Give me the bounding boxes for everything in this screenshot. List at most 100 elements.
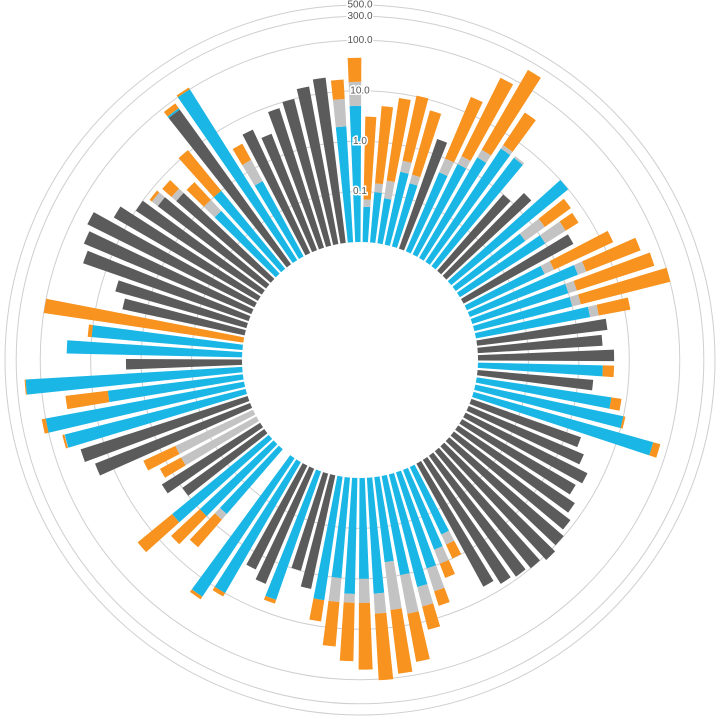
bar-segment bbox=[412, 164, 467, 257]
bar-segment bbox=[172, 434, 273, 523]
bar-segment bbox=[609, 397, 622, 411]
bar-segment bbox=[384, 180, 395, 200]
bar-segment bbox=[263, 595, 277, 604]
bar-segment bbox=[83, 250, 251, 322]
bar-segment bbox=[212, 586, 226, 597]
bar-segment bbox=[386, 97, 411, 183]
bar-segment bbox=[322, 600, 340, 647]
bar-segment bbox=[434, 546, 449, 564]
bars bbox=[24, 57, 671, 681]
bar-segment bbox=[450, 431, 571, 530]
bar-segment bbox=[477, 334, 603, 354]
bar-segment bbox=[540, 261, 555, 275]
bar-segment bbox=[182, 428, 268, 496]
bar-segment bbox=[559, 212, 579, 231]
bar-segment bbox=[503, 112, 536, 152]
bar-segment bbox=[309, 598, 325, 622]
bar-segment bbox=[213, 190, 286, 273]
y-tick-label: 1.0 bbox=[353, 136, 367, 147]
bar-segment bbox=[538, 198, 571, 227]
bar-segment bbox=[472, 296, 573, 332]
bar-segment bbox=[402, 95, 429, 163]
bar-segment bbox=[400, 573, 419, 614]
bar-segment bbox=[459, 419, 576, 495]
y-tick-label: 0.1 bbox=[353, 186, 367, 197]
bar-segment bbox=[369, 192, 382, 243]
bar-segment bbox=[416, 460, 494, 587]
bar-segment bbox=[331, 477, 351, 579]
bar-segment bbox=[242, 159, 263, 186]
bar-segment bbox=[167, 108, 180, 118]
bar-segment bbox=[439, 560, 455, 578]
y-tick-label: 500.0 bbox=[347, 0, 372, 11]
bar-segment bbox=[176, 87, 190, 98]
bar-segment bbox=[363, 199, 371, 208]
bar-segment bbox=[391, 183, 418, 248]
bar-segment bbox=[246, 463, 308, 570]
bar-segment bbox=[312, 77, 346, 244]
grid-circle bbox=[39, 39, 681, 681]
bar-segment bbox=[363, 116, 377, 200]
bar-segment bbox=[474, 306, 591, 339]
bar-segment bbox=[569, 294, 581, 307]
bar-segment bbox=[107, 374, 244, 403]
bar-segment bbox=[313, 475, 343, 601]
bar-segment bbox=[135, 200, 265, 295]
y-tick-label: 10.0 bbox=[350, 85, 370, 96]
bar-segment bbox=[398, 139, 448, 251]
bar-segment bbox=[445, 96, 483, 163]
bar-segment bbox=[384, 171, 409, 246]
bar-segment bbox=[439, 158, 455, 177]
bar-segment bbox=[43, 298, 245, 343]
bar-segment bbox=[162, 180, 180, 197]
bar-segment bbox=[151, 192, 165, 207]
bar-segment bbox=[242, 129, 311, 256]
bar-segment bbox=[409, 174, 421, 186]
bar-segment bbox=[45, 381, 246, 433]
bar-segment bbox=[426, 565, 445, 592]
bar-segment bbox=[437, 194, 511, 275]
bar-segment bbox=[91, 325, 243, 351]
bar-segment bbox=[434, 447, 540, 569]
bar-segment bbox=[405, 172, 448, 254]
bar-segment bbox=[539, 221, 566, 244]
bar-segment bbox=[343, 593, 355, 603]
bar-segment bbox=[456, 235, 546, 298]
bar-segment bbox=[477, 369, 594, 391]
bar-segment bbox=[373, 592, 387, 614]
bar-segment bbox=[24, 379, 27, 395]
bar-segment bbox=[407, 611, 430, 662]
bar-segment bbox=[602, 365, 615, 378]
bar-segment bbox=[481, 69, 541, 156]
bar-segment bbox=[400, 160, 412, 174]
bar-segment bbox=[477, 349, 615, 362]
bar-segment bbox=[87, 212, 257, 308]
bar-segment bbox=[214, 210, 280, 278]
bar-segment bbox=[282, 98, 332, 248]
bar-segment bbox=[65, 390, 110, 410]
bar-segment bbox=[374, 183, 383, 193]
bar-segment bbox=[113, 206, 261, 301]
grid-circle bbox=[4, 4, 716, 716]
bar-segment bbox=[62, 434, 68, 449]
bar-segment bbox=[344, 477, 358, 594]
bar-segment bbox=[80, 395, 250, 462]
bar-segment bbox=[83, 231, 254, 315]
bar-segment bbox=[441, 530, 455, 545]
bar-segment bbox=[434, 587, 450, 606]
bar-segment bbox=[358, 578, 370, 603]
bar-segment bbox=[578, 267, 671, 305]
bar-segment bbox=[411, 110, 442, 178]
bar-segment bbox=[191, 455, 295, 597]
bar-segment bbox=[87, 324, 93, 338]
bar-segment bbox=[445, 437, 564, 546]
bar-segment bbox=[377, 198, 392, 245]
bar-segment bbox=[95, 402, 253, 476]
bar-segment bbox=[181, 416, 260, 466]
bar-segment bbox=[362, 206, 371, 243]
bar-segment bbox=[358, 602, 373, 670]
bar-segment bbox=[296, 86, 339, 246]
bar-segment bbox=[232, 143, 252, 166]
bar-segment bbox=[381, 474, 410, 576]
